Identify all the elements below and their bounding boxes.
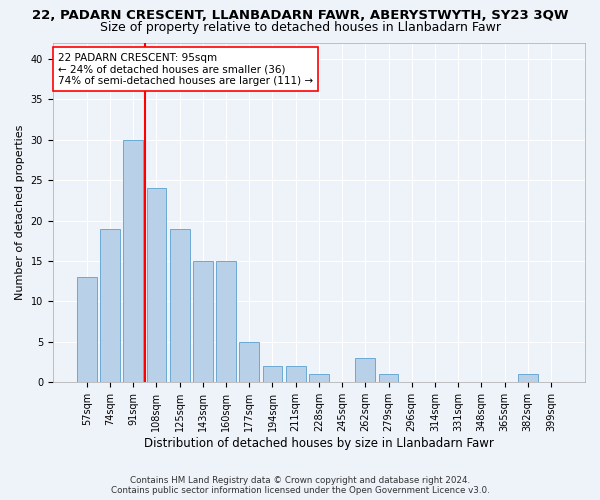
- Bar: [216, 261, 236, 382]
- Bar: [100, 228, 120, 382]
- Text: 22 PADARN CRESCENT: 95sqm
← 24% of detached houses are smaller (36)
74% of semi-: 22 PADARN CRESCENT: 95sqm ← 24% of detac…: [58, 52, 313, 86]
- X-axis label: Distribution of detached houses by size in Llanbadarn Fawr: Distribution of detached houses by size …: [144, 437, 494, 450]
- Bar: [379, 374, 398, 382]
- Text: 22, PADARN CRESCENT, LLANBADARN FAWR, ABERYSTWYTH, SY23 3QW: 22, PADARN CRESCENT, LLANBADARN FAWR, AB…: [32, 9, 568, 22]
- Bar: [170, 228, 190, 382]
- Bar: [286, 366, 305, 382]
- Y-axis label: Number of detached properties: Number of detached properties: [15, 124, 25, 300]
- Text: Size of property relative to detached houses in Llanbadarn Fawr: Size of property relative to detached ho…: [100, 21, 500, 34]
- Bar: [263, 366, 283, 382]
- Bar: [355, 358, 375, 382]
- Bar: [239, 342, 259, 382]
- Bar: [124, 140, 143, 382]
- Bar: [77, 277, 97, 382]
- Bar: [146, 188, 166, 382]
- Bar: [518, 374, 538, 382]
- Text: Contains HM Land Registry data © Crown copyright and database right 2024.
Contai: Contains HM Land Registry data © Crown c…: [110, 476, 490, 495]
- Bar: [193, 261, 213, 382]
- Bar: [309, 374, 329, 382]
